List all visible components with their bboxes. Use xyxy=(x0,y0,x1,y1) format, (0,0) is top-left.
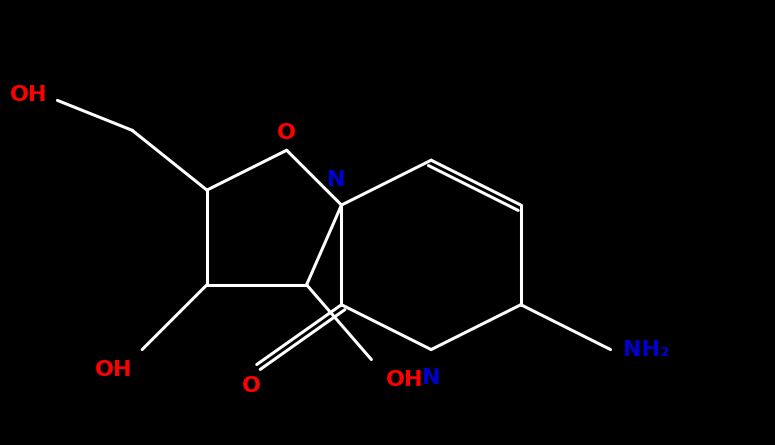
Text: O: O xyxy=(243,376,261,396)
Text: OH: OH xyxy=(95,360,133,380)
Text: OH: OH xyxy=(386,369,424,389)
Text: N: N xyxy=(327,170,346,190)
Text: NH₂: NH₂ xyxy=(622,340,670,360)
Text: OH: OH xyxy=(10,85,47,105)
Text: N: N xyxy=(422,368,440,388)
Text: O: O xyxy=(277,123,296,143)
